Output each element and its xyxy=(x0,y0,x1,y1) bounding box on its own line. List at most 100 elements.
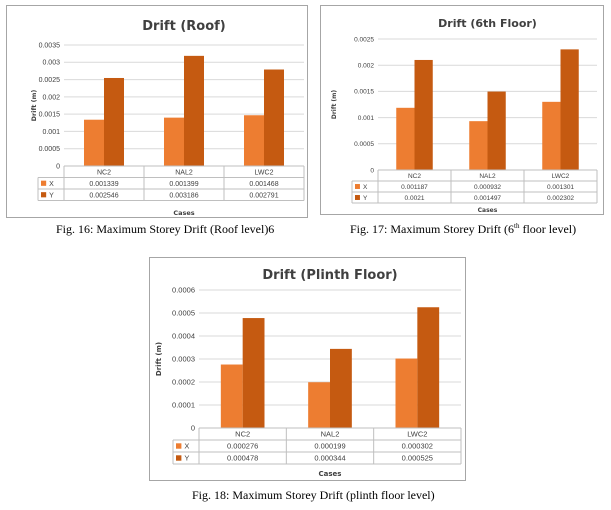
bar-y-lwc2 xyxy=(264,69,284,166)
legend-label: X xyxy=(49,181,54,188)
data-value-label: 0.003186 xyxy=(169,192,198,199)
data-value-label: 0.001468 xyxy=(249,181,278,188)
chart-roof: Drift (Roof) 0 0.0005 0.001 0.0015 0.002 0.002… xyxy=(6,5,308,218)
chart-frame xyxy=(6,5,308,218)
bar-y-nc2 xyxy=(414,59,433,170)
legend-label: Y xyxy=(184,454,189,463)
chart-svg-roof: Drift (Roof) 0 0.0005 0.001 0.0015 0.002 0.002… xyxy=(6,5,308,218)
y-tick-label: 0.0004 xyxy=(172,332,195,341)
category-label: NC2 xyxy=(235,430,250,439)
bar-x-lwc2 xyxy=(395,358,418,428)
data-value-label: 0.001497 xyxy=(474,195,501,202)
legend-swatch-x xyxy=(41,180,47,186)
chart-sixth-floor: Drift (6th Floor) 0 0.0005 0.001 0.0015 0.002… xyxy=(320,5,604,215)
y-tick-label: 0.002 xyxy=(42,94,60,101)
bar-y-nal2 xyxy=(184,55,204,167)
legend-swatch-y xyxy=(355,195,360,200)
bar-y-nal2 xyxy=(487,91,506,170)
chart-title: Drift (Roof) xyxy=(142,19,225,34)
y-tick-label: 0.0005 xyxy=(39,146,61,153)
caption-fig17-post: floor level) xyxy=(519,222,577,236)
category-label: LWC2 xyxy=(552,173,570,180)
data-value-label: 0.0021 xyxy=(405,195,425,202)
y-tick-label: 0 xyxy=(191,424,195,433)
y-tick-label: 0.0005 xyxy=(172,309,195,318)
bar-x-nal2 xyxy=(308,382,330,428)
data-value-label: 0.000478 xyxy=(227,454,258,463)
bar-x-lwc2 xyxy=(244,115,264,166)
y-axis-label: Drift (m) xyxy=(155,342,163,376)
data-value-label: 0.000199 xyxy=(314,442,345,451)
data-value-label: 0.000932 xyxy=(474,184,501,191)
caption-fig16: Fig. 16: Maximum Storey Drift (Roof leve… xyxy=(56,222,275,236)
y-tick-label: 0.0003 xyxy=(172,355,195,364)
data-value-label: 0.002546 xyxy=(89,192,118,199)
bar-x-nc2 xyxy=(396,107,415,170)
y-tick-label: 0.0025 xyxy=(39,77,61,84)
bar-x-nal2 xyxy=(164,117,184,166)
bar-y-nal2 xyxy=(330,348,352,428)
bar-x-nal2 xyxy=(469,121,488,170)
caption-fig17-sup: th xyxy=(514,222,520,230)
bar-x-nc2 xyxy=(84,119,104,166)
category-label: NAL2 xyxy=(321,430,340,439)
y-axis-label: Drift (m) xyxy=(30,90,38,122)
data-value-label: 0.002302 xyxy=(547,195,574,202)
bar-x-nc2 xyxy=(220,364,243,428)
data-value-label: 0.000302 xyxy=(402,442,433,451)
category-label: LWC2 xyxy=(255,169,274,176)
chart-plinth-floor: Drift (Plinth Floor) 0 0.0001 0.0002 0.0003 0… xyxy=(149,257,466,481)
legend-label: Y xyxy=(363,195,368,202)
bar-x-lwc2 xyxy=(542,101,561,170)
y-tick-label: 0.003 xyxy=(42,60,60,67)
chart-title: Drift (6th Floor) xyxy=(438,17,537,30)
y-tick-label: 0.0006 xyxy=(172,286,195,295)
x-axis-label: Cases xyxy=(319,470,342,478)
bar-y-nc2 xyxy=(104,77,124,166)
data-value-label: 0.001399 xyxy=(169,181,198,188)
bar-y-lwc2 xyxy=(560,49,579,170)
legend-swatch-x xyxy=(176,443,182,449)
y-tick-label: 0.0015 xyxy=(354,89,374,96)
y-tick-label: 0.001 xyxy=(42,129,60,136)
data-value-label: 0.000525 xyxy=(402,454,433,463)
caption-fig17: Fig. 17: Maximum Storey Drift (6th floor… xyxy=(350,222,576,237)
chart-title: Drift (Plinth Floor) xyxy=(262,268,397,283)
bar-y-nc2 xyxy=(242,318,265,428)
x-axis-label: Cases xyxy=(173,209,194,217)
category-label: NAL2 xyxy=(175,169,193,176)
y-tick-label: 0.0015 xyxy=(39,112,61,119)
y-tick-label: 0 xyxy=(370,167,374,174)
legend-swatch-y xyxy=(41,192,47,198)
x-axis-label: Cases xyxy=(478,207,498,214)
y-tick-label: 0.0035 xyxy=(39,42,61,49)
caption-fig18: Fig. 18: Maximum Storey Drift (plinth fl… xyxy=(192,488,435,502)
category-label: NC2 xyxy=(97,169,111,176)
y-tick-label: 0 xyxy=(56,163,60,170)
y-tick-label: 0.0002 xyxy=(172,378,195,387)
y-axis-label: Drift (m) xyxy=(331,90,338,120)
bar-y-lwc2 xyxy=(417,307,440,428)
y-tick-label: 0.0025 xyxy=(354,36,374,43)
y-tick-label: 0.0005 xyxy=(354,141,374,148)
category-label: NAL2 xyxy=(479,173,496,180)
y-tick-label: 0.002 xyxy=(358,62,375,69)
data-value-label: 0.001339 xyxy=(89,181,118,188)
data-value-label: 0.001187 xyxy=(401,184,428,191)
legend-label: Y xyxy=(49,192,54,199)
data-value-label: 0.001301 xyxy=(547,184,574,191)
category-label: NC2 xyxy=(408,173,421,180)
legend-swatch-x xyxy=(355,184,360,189)
data-value-label: 0.002791 xyxy=(249,192,278,199)
chart-svg-sixth: Drift (6th Floor) 0 0.0005 0.001 0.0015 0.002… xyxy=(320,5,604,215)
y-tick-label: 0.0001 xyxy=(172,401,195,410)
legend-label: X xyxy=(363,184,368,191)
data-value-label: 0.000276 xyxy=(227,442,258,451)
y-tick-label: 0.001 xyxy=(358,115,375,122)
legend-label: X xyxy=(184,442,189,451)
category-label: LWC2 xyxy=(407,430,427,439)
data-value-label: 0.000344 xyxy=(314,454,345,463)
chart-svg-plinth: Drift (Plinth Floor)00.00010.00020.00030… xyxy=(149,257,466,481)
legend-swatch-y xyxy=(176,455,182,461)
caption-fig17-pre: Fig. 17: Maximum Storey Drift (6 xyxy=(350,222,514,236)
